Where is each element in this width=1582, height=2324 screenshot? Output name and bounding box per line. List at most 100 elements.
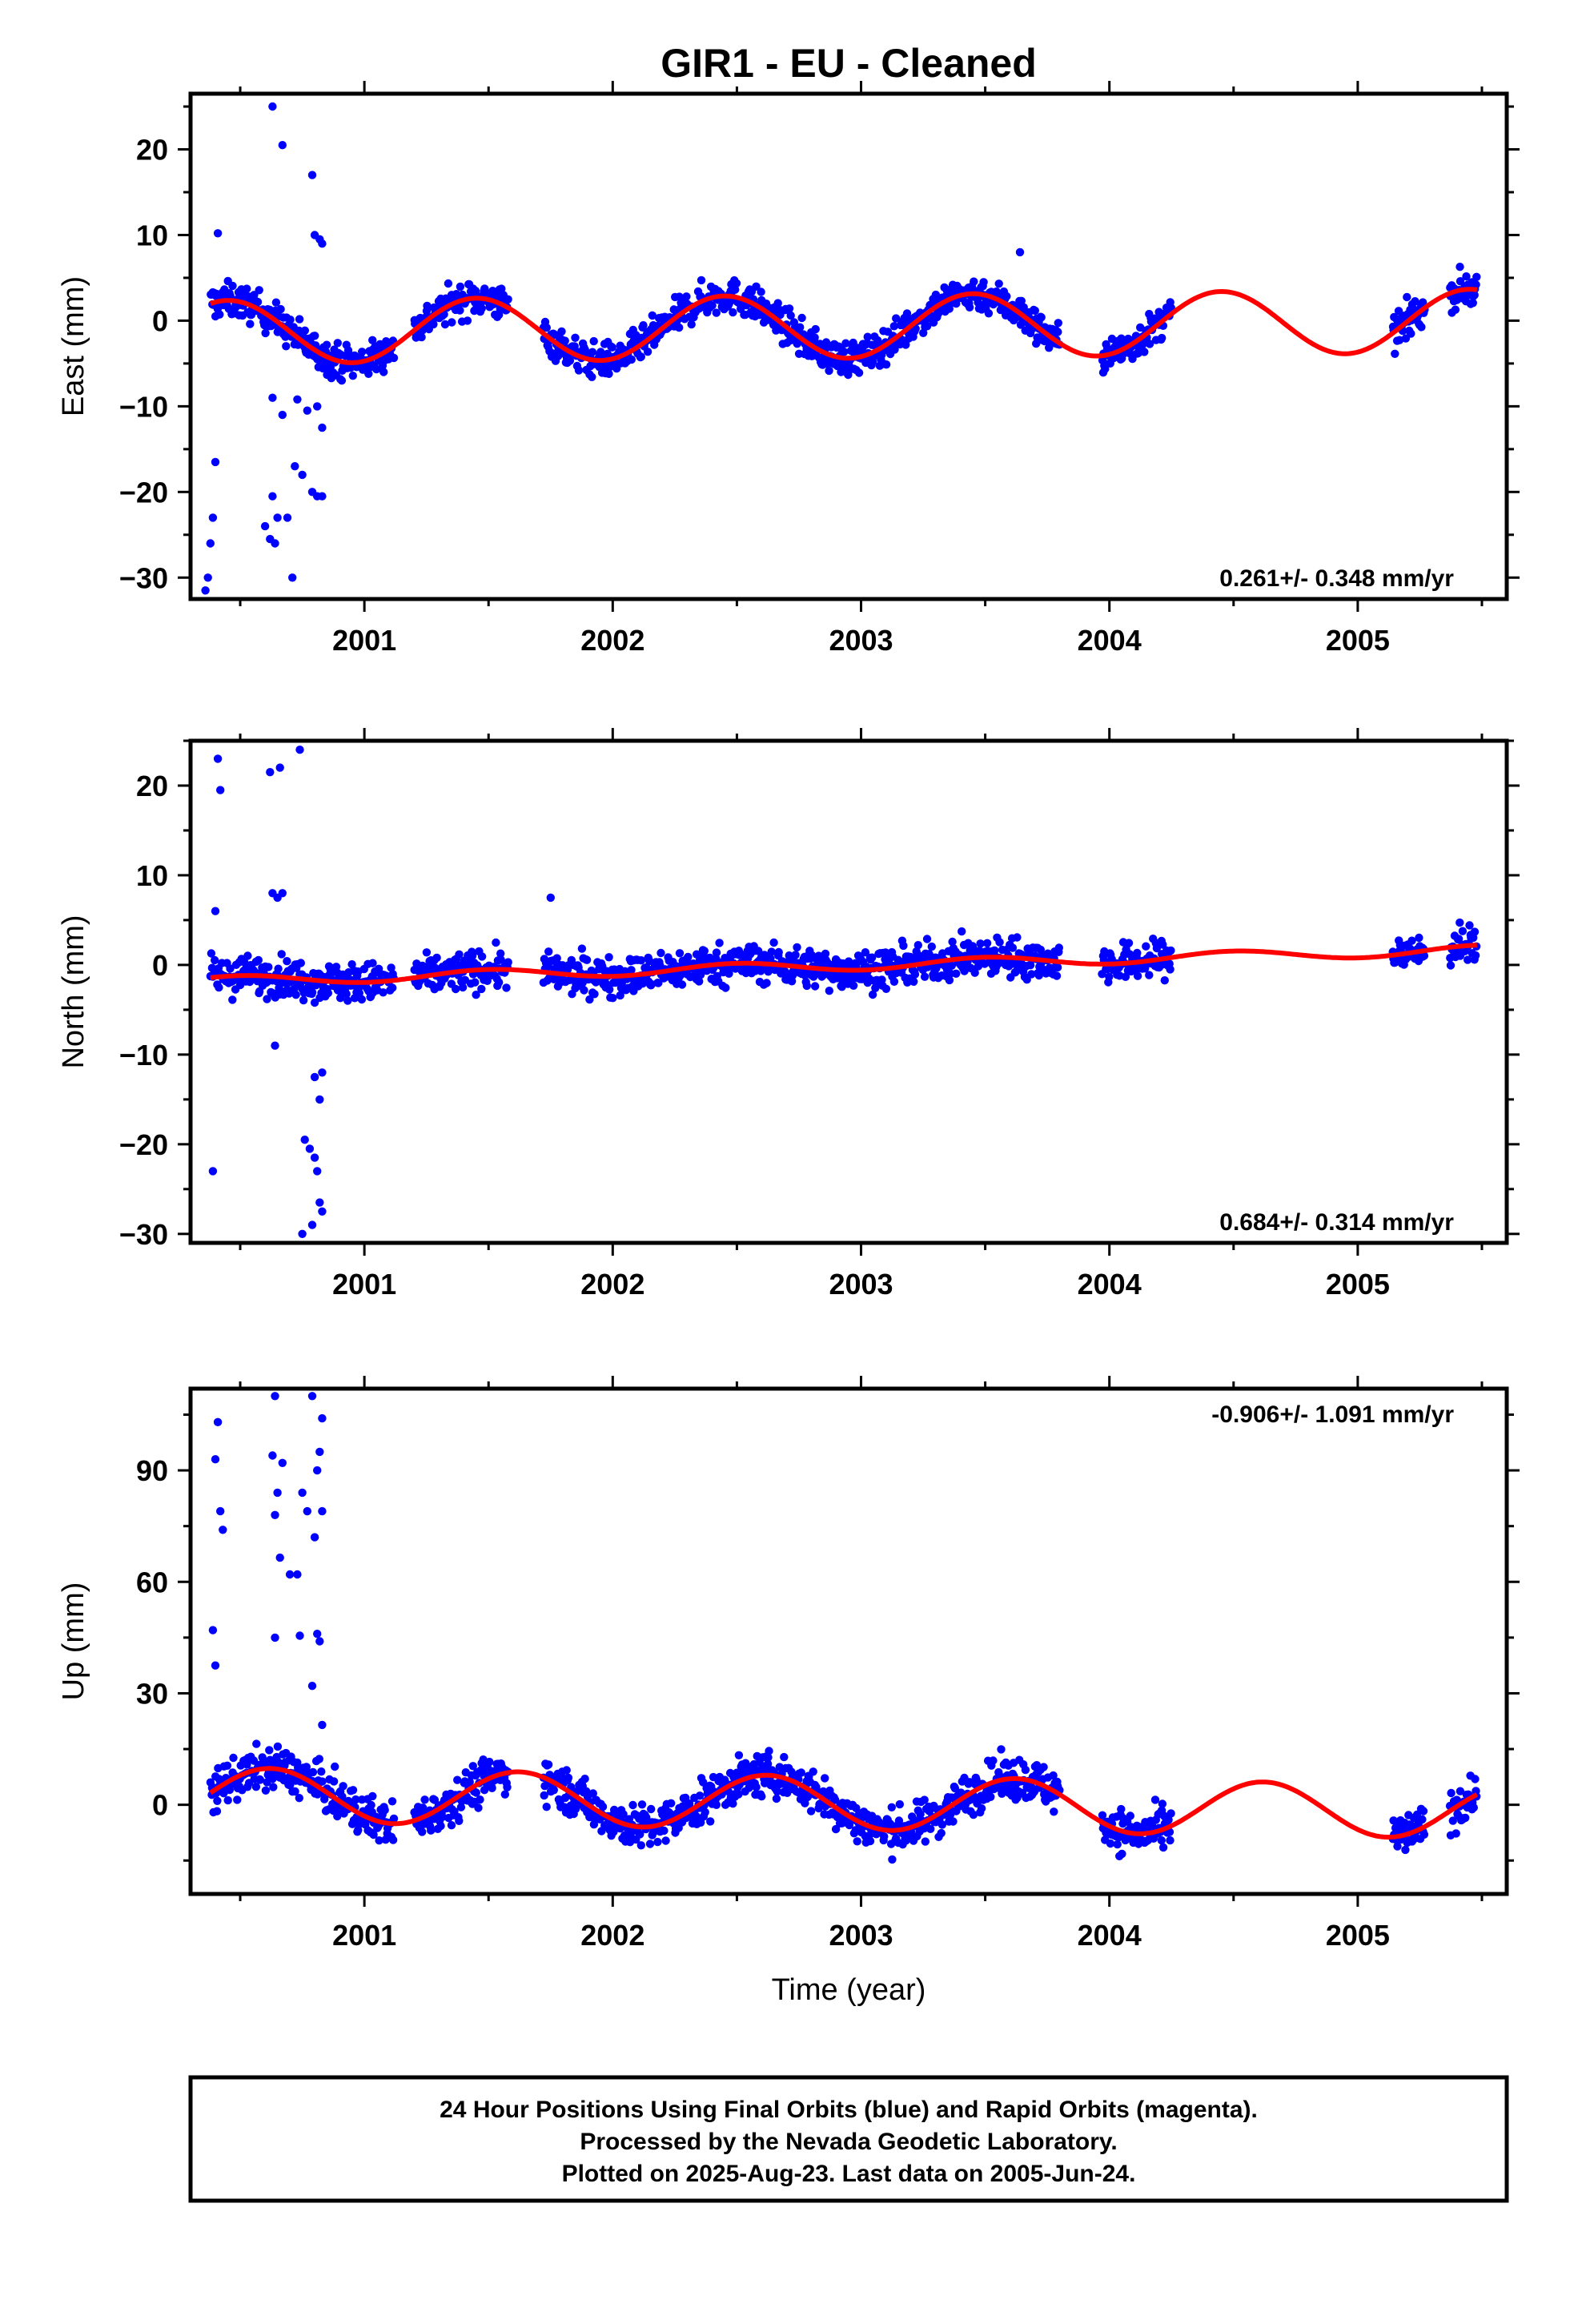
x-tick-label: 2003 <box>829 1919 893 1952</box>
data-point <box>854 368 864 377</box>
data-point <box>1158 1843 1168 1852</box>
data-point <box>881 984 891 994</box>
data-point <box>339 1782 347 1791</box>
data-point <box>253 297 263 307</box>
data-point <box>1160 976 1170 985</box>
data-point <box>642 963 651 972</box>
outlier-point <box>318 1068 327 1077</box>
outlier-point <box>300 1136 309 1144</box>
data-point <box>853 1837 861 1846</box>
data-point <box>1419 1807 1428 1815</box>
y-axis-label: East (mm) <box>57 276 90 416</box>
data-point <box>552 954 561 963</box>
data-point <box>1039 1763 1048 1771</box>
data-point <box>1454 935 1464 943</box>
data-point <box>994 279 1003 288</box>
y-tick-label: 10 <box>136 859 168 892</box>
data-point <box>1458 927 1468 935</box>
data-point <box>1417 323 1426 332</box>
outlier-point <box>203 573 212 582</box>
data-point <box>315 1755 323 1763</box>
y-tick-label: 10 <box>136 219 168 251</box>
data-point <box>291 991 300 999</box>
data-point <box>1471 1775 1480 1783</box>
data-point <box>348 1786 358 1795</box>
data-point <box>444 279 453 288</box>
rate-annotation: 0.261+/- 0.348 mm/yr <box>1219 565 1454 592</box>
data-point <box>308 1767 318 1777</box>
data-point <box>1447 1788 1456 1798</box>
data-point <box>1456 263 1464 271</box>
data-point <box>580 1775 589 1783</box>
data-point <box>697 275 706 285</box>
data-point <box>354 1826 363 1835</box>
data-point <box>922 322 932 331</box>
data-point <box>849 981 858 991</box>
outlier-point <box>318 1207 327 1216</box>
data-point <box>1419 951 1429 960</box>
data-point <box>910 970 920 979</box>
data-point <box>931 290 941 300</box>
y-tick-label: 0 <box>152 1789 168 1822</box>
data-point <box>797 1768 805 1777</box>
data-point <box>868 990 877 999</box>
outlier-point <box>298 1488 307 1498</box>
data-point <box>368 959 377 967</box>
data-point <box>1166 965 1174 974</box>
outlier-point <box>211 1661 220 1670</box>
y-tick-label: 60 <box>136 1566 168 1598</box>
y-tick-label: −30 <box>119 561 168 594</box>
data-point <box>725 969 733 979</box>
data-point <box>732 279 741 287</box>
data-point <box>767 947 776 956</box>
x-tick-label: 2005 <box>1326 1919 1390 1952</box>
data-point <box>841 339 850 348</box>
data-point <box>970 277 978 286</box>
data-point <box>333 1811 342 1821</box>
data-point <box>721 983 730 992</box>
data-point <box>472 1788 480 1797</box>
outlier-point <box>298 1229 307 1239</box>
data-point <box>215 983 223 992</box>
y-tick-label: −20 <box>119 1128 168 1161</box>
data-point <box>544 947 553 956</box>
data-point <box>765 1747 773 1755</box>
data-point <box>766 954 775 963</box>
data-point <box>432 953 441 963</box>
data-point <box>840 348 849 356</box>
data-point <box>667 1799 676 1807</box>
data-point <box>734 1751 744 1759</box>
outlier-point <box>271 1041 279 1050</box>
data-point <box>1446 961 1456 970</box>
data-point <box>752 1783 761 1791</box>
data-point <box>1002 292 1011 301</box>
data-point <box>1054 943 1064 952</box>
data-point <box>769 938 778 947</box>
outlier-point <box>211 1455 220 1464</box>
outlier-point <box>288 573 297 582</box>
data-point <box>802 981 811 991</box>
data-point <box>261 328 270 338</box>
data-point <box>913 941 923 950</box>
data-point <box>427 1826 436 1835</box>
data-point <box>565 356 575 365</box>
y-tick-label: 90 <box>136 1454 168 1487</box>
data-point <box>810 333 819 342</box>
footer-line-1: 24 Hour Positions Using Final Orbits (bl… <box>440 2097 1258 2123</box>
data-point <box>542 324 551 332</box>
outlier-point <box>318 492 327 501</box>
data-point <box>1407 936 1416 945</box>
data-point <box>503 1783 512 1791</box>
data-point <box>1133 948 1142 958</box>
data-point <box>682 292 691 301</box>
data-point <box>295 1794 303 1803</box>
data-point <box>1465 921 1474 930</box>
data-point <box>375 1836 383 1845</box>
outlier-point <box>291 462 299 471</box>
data-point <box>1030 306 1040 316</box>
data-point <box>389 1814 399 1823</box>
data-point <box>774 947 783 957</box>
data-point <box>773 299 782 308</box>
data-point <box>472 991 480 999</box>
